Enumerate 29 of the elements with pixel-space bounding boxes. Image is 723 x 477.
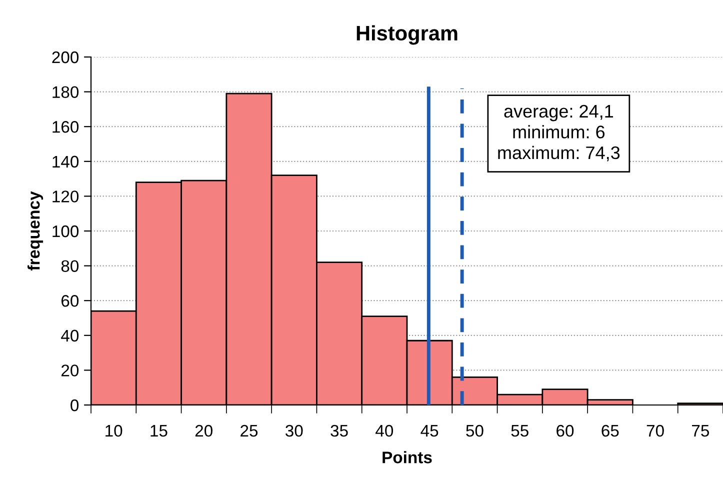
- x-tick-label: 70: [646, 424, 664, 437]
- y-axis-title: frequency: [28, 191, 44, 271]
- y-tick-label: 200: [52, 51, 79, 64]
- y-tick-label: 40: [61, 330, 79, 342]
- x-tick-label: 15: [150, 425, 168, 437]
- x-tick-label: 75: [692, 425, 709, 437]
- x-axis-title: Points: [382, 451, 432, 464]
- x-tick-label: 40: [376, 424, 394, 437]
- x-tick-label: 50: [466, 424, 484, 437]
- x-tick-label: 30: [286, 424, 303, 437]
- x-tick-label: 60: [556, 424, 574, 437]
- chart-title: Histogram: [356, 25, 458, 45]
- x-tick-label: 20: [195, 424, 212, 437]
- x-tick-label: 25: [240, 424, 258, 437]
- y-tick-label: 80: [61, 260, 79, 272]
- x-tick-label: 45: [420, 425, 438, 437]
- y-tick-label: 100: [52, 225, 79, 238]
- x-tick-label: 65: [602, 424, 619, 437]
- y-tick-label: 0: [70, 399, 79, 412]
- y-tick-label: 60: [62, 295, 79, 307]
- y-tick-label: 140: [52, 156, 79, 168]
- y-tick-label: 160: [52, 121, 79, 133]
- annotation: average: 24,1 minimum: 6 maximum: 74,3: [498, 104, 620, 162]
- y-tick-label: 20: [61, 364, 79, 376]
- x-tick-label: 35: [330, 424, 348, 437]
- x-tick-label: 10: [106, 424, 122, 437]
- x-tick-label: 55: [511, 425, 528, 437]
- y-tick-label: 180: [52, 86, 79, 98]
- y-tick-label: 120: [52, 190, 79, 202]
